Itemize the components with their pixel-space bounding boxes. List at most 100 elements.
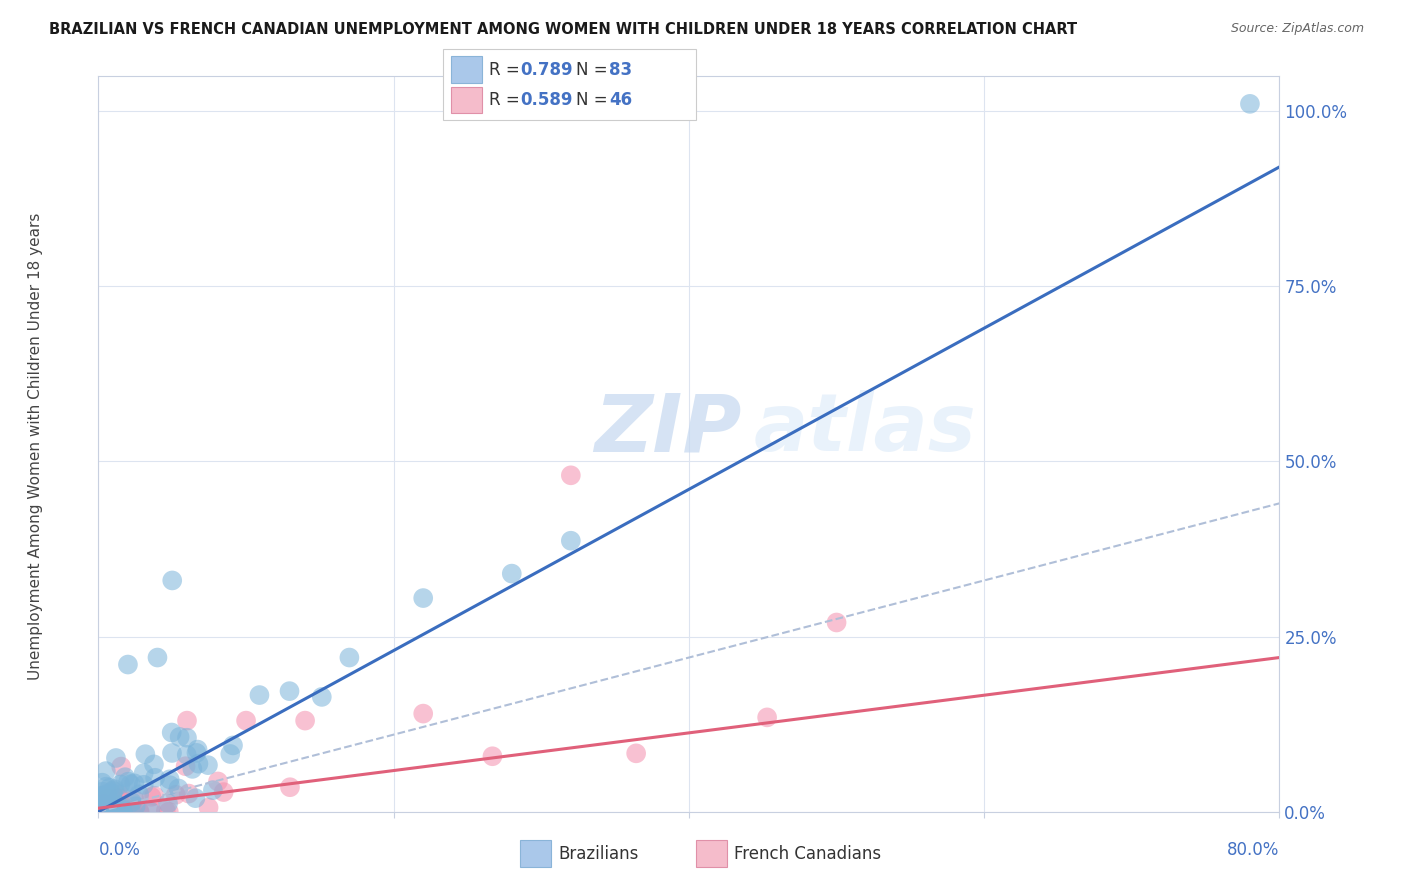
Text: 0.0%: 0.0% (98, 841, 141, 859)
Point (160, 725, 183, 739)
Point (187, 756, 209, 771)
Point (110, 800, 132, 814)
Text: R =: R = (489, 61, 526, 78)
Point (132, 778, 155, 792)
Point (128, 788, 150, 802)
Point (93, 790, 115, 805)
Point (120, 777, 142, 791)
Point (235, 714, 257, 728)
Point (93, 797, 115, 811)
Point (89, 805, 111, 819)
Point (89, 805, 111, 819)
Point (104, 796, 127, 810)
Point (756, 710, 779, 724)
Point (1239, 96, 1261, 111)
Point (104, 799, 127, 814)
Point (98, 805, 121, 819)
Point (128, 805, 150, 819)
Point (143, 757, 166, 772)
Point (96, 805, 118, 819)
Point (143, 771, 166, 785)
Point (117, 657, 139, 672)
Point (128, 805, 150, 819)
Point (124, 799, 146, 814)
Text: BRAZILIAN VS FRENCH CANADIAN UNEMPLOYMENT AMONG WOMEN WITH CHILDREN UNDER 18 YEA: BRAZILIAN VS FRENCH CANADIAN UNEMPLOYMEN… (49, 22, 1077, 37)
Point (107, 804, 129, 818)
Point (141, 805, 163, 819)
Point (93, 805, 115, 819)
Point (155, 804, 177, 818)
Point (278, 780, 301, 795)
Text: 80.0%: 80.0% (1227, 841, 1279, 859)
Point (159, 772, 181, 787)
Point (157, 805, 180, 819)
Text: French Canadians: French Canadians (734, 845, 882, 863)
Point (90, 789, 112, 804)
Point (91, 804, 114, 818)
Point (143, 789, 166, 803)
Text: Brazilians: Brazilians (558, 845, 638, 863)
Point (89, 805, 111, 819)
Point (624, 747, 647, 761)
Point (219, 747, 242, 761)
Point (121, 805, 143, 819)
Point (96, 787, 118, 801)
Point (94, 805, 117, 819)
Point (174, 759, 197, 773)
Point (110, 777, 132, 791)
Point (94, 805, 117, 819)
Point (101, 786, 124, 800)
Point (294, 714, 316, 728)
Text: 0.589: 0.589 (520, 91, 572, 109)
Point (89, 798, 111, 813)
Point (100, 805, 122, 819)
Point (157, 797, 180, 811)
Point (89, 805, 111, 819)
Point (160, 746, 183, 760)
Point (115, 805, 138, 819)
Point (114, 805, 136, 819)
Point (124, 792, 146, 806)
Point (89, 805, 111, 819)
Text: Unemployment Among Women with Children Under 18 years: Unemployment Among Women with Children U… (28, 212, 42, 680)
Point (104, 751, 127, 765)
Point (89, 803, 111, 817)
Point (112, 800, 135, 814)
Point (110, 792, 132, 806)
Text: atlas: atlas (754, 390, 977, 468)
Point (124, 776, 146, 790)
Point (117, 774, 139, 789)
Point (97, 798, 120, 813)
Point (177, 787, 200, 801)
Point (105, 805, 128, 819)
Point (89, 805, 111, 819)
Point (132, 766, 155, 780)
Point (108, 788, 131, 802)
Text: N =: N = (576, 61, 613, 78)
Point (197, 758, 219, 772)
Point (560, 533, 582, 548)
Point (311, 690, 333, 704)
Point (169, 730, 191, 744)
Point (186, 746, 208, 760)
Point (278, 684, 301, 698)
Point (212, 785, 235, 799)
Point (222, 739, 245, 753)
Point (167, 781, 190, 796)
Point (134, 747, 156, 761)
Point (165, 788, 187, 802)
Text: 83: 83 (609, 61, 631, 78)
Text: R =: R = (489, 91, 526, 109)
Point (184, 791, 207, 805)
Point (110, 759, 132, 773)
Point (176, 731, 198, 745)
Point (139, 805, 162, 819)
Point (825, 615, 848, 630)
Point (176, 714, 198, 728)
Point (197, 800, 219, 814)
Point (89, 805, 111, 819)
Text: ZIP: ZIP (595, 390, 742, 468)
Point (91, 775, 114, 789)
Point (481, 749, 503, 764)
Point (93, 805, 115, 819)
